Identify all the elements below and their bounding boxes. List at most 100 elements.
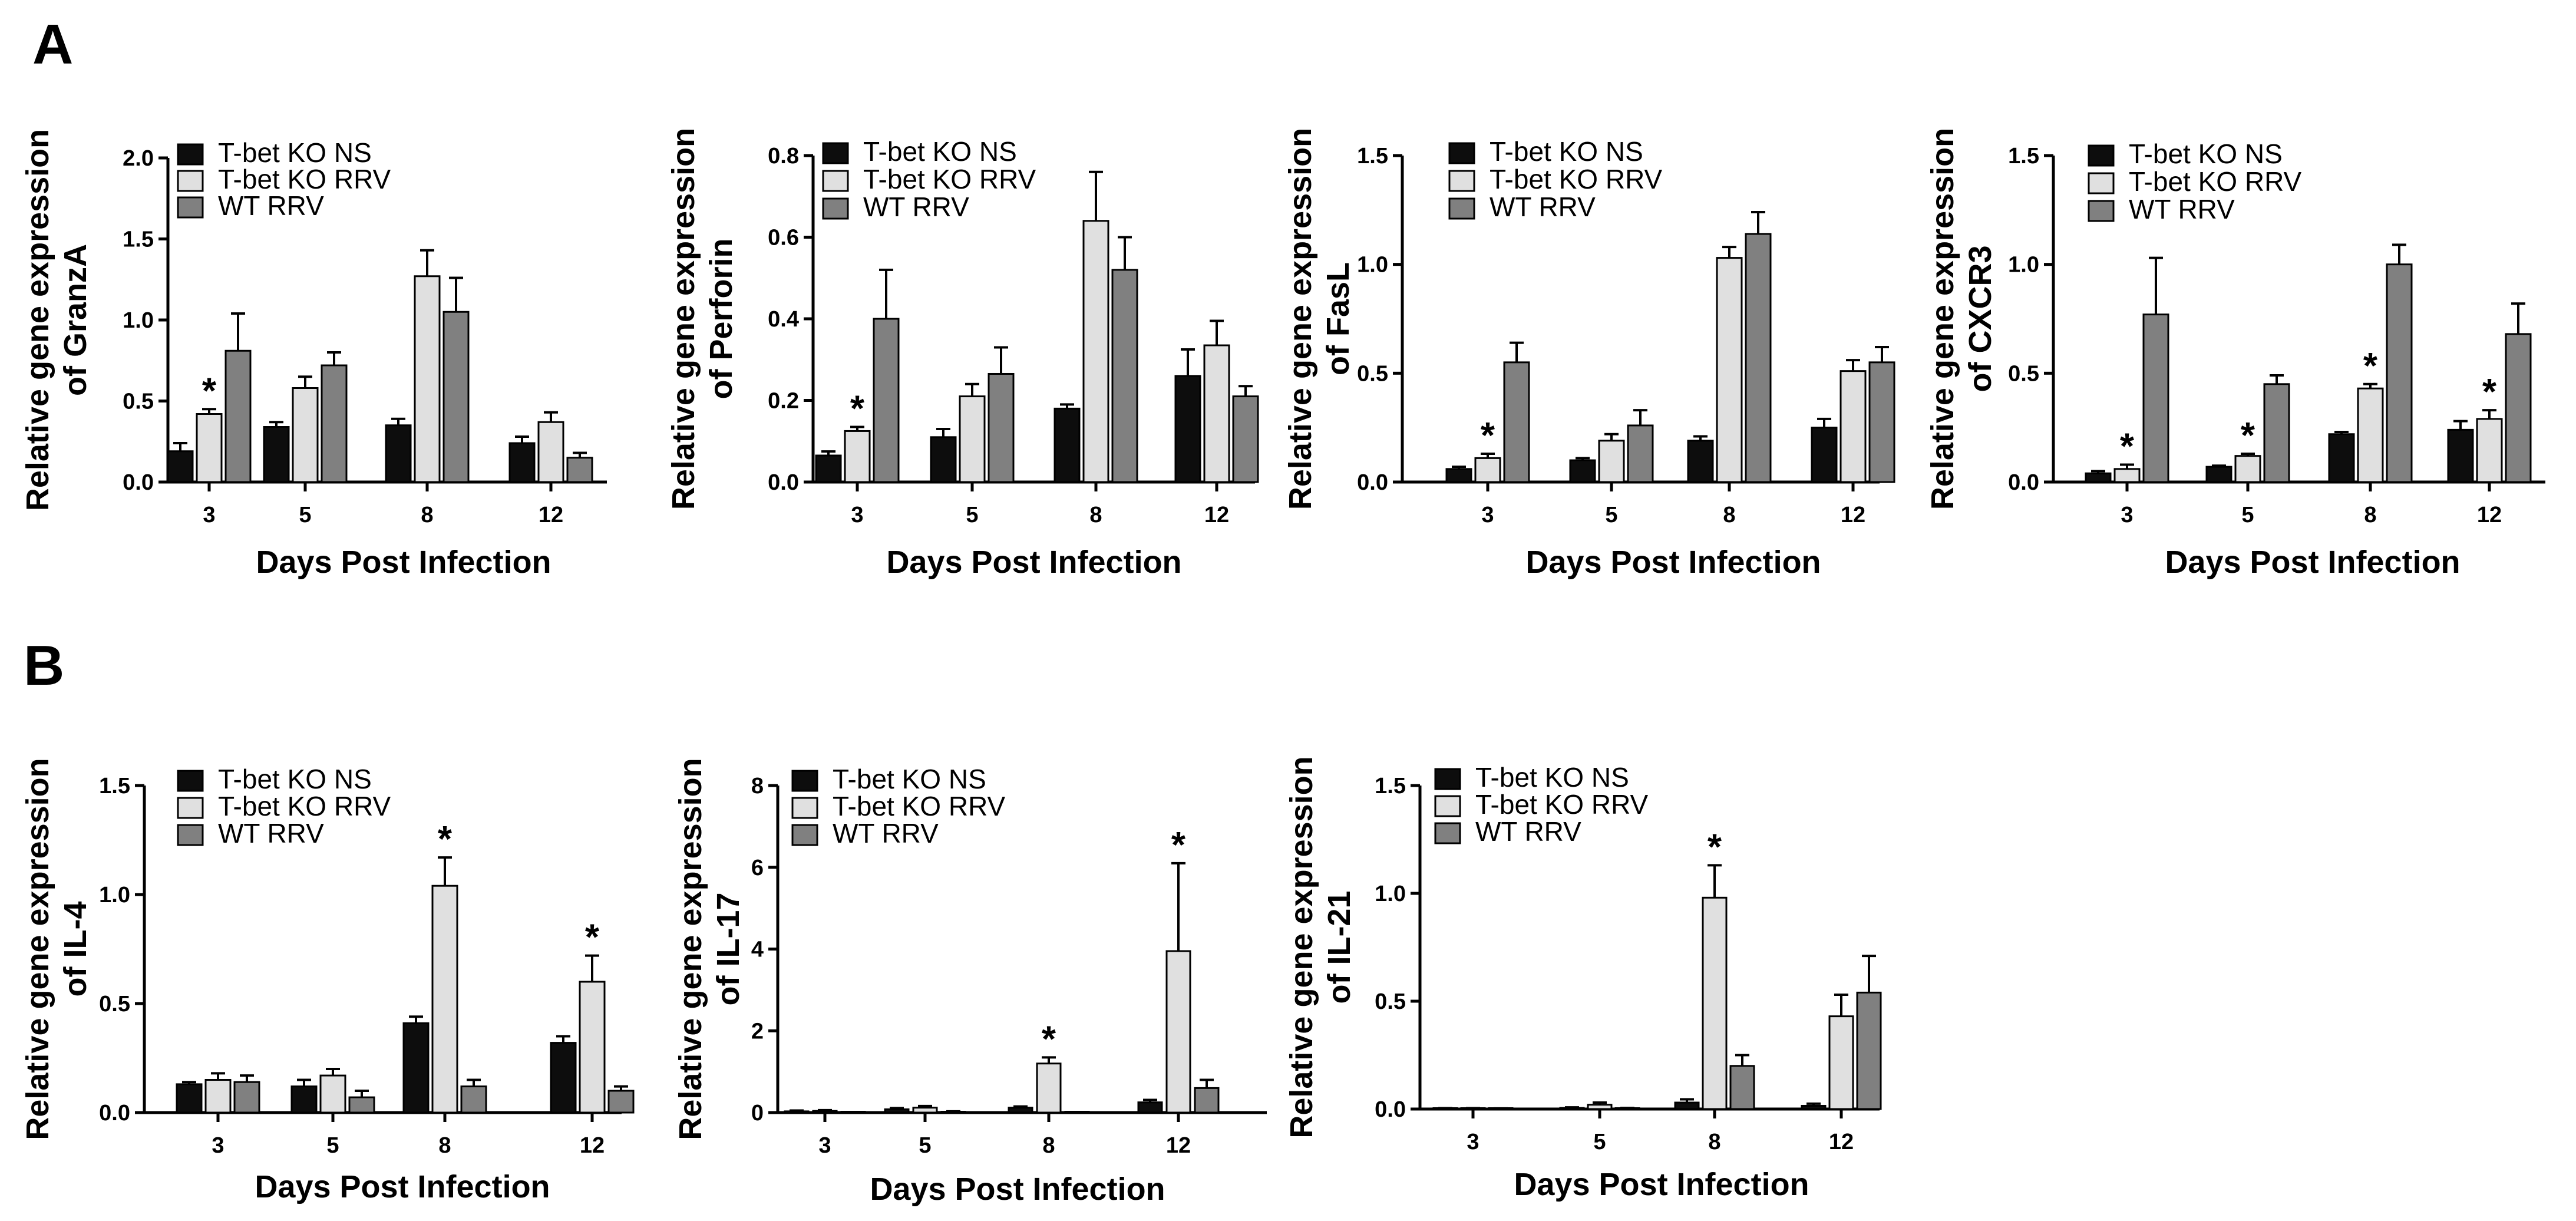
bar-t-bet-ko-ns (263, 426, 290, 483)
bar-t-bet-ko-ns (1674, 1101, 1700, 1110)
legend-swatch (177, 196, 204, 219)
x-tick-label: 8 (2364, 503, 2376, 527)
x-tick-label: 12 (580, 1133, 605, 1158)
legend-label: T-bet KO NS (218, 137, 372, 168)
bar-wt-rrv (1745, 233, 1772, 483)
y-tick-label: 0.2 (768, 389, 799, 414)
x-axis-title: Days Post Infection (1525, 544, 1821, 580)
bar-t-bet-ko-rrv (1587, 1104, 1613, 1110)
y-tick-label: 4 (751, 938, 764, 962)
bar-t-bet-ko-ns (2328, 433, 2355, 483)
bar-t-bet-ko-ns (1137, 1101, 1163, 1114)
bar-t-bet-ko-rrv (844, 430, 871, 483)
y-tick-label: 0.5 (1375, 989, 1406, 1014)
x-tick-label: 5 (1605, 503, 1617, 527)
bar-t-bet-ko-rrv (319, 1074, 346, 1114)
legend-label: T-bet KO NS (1490, 136, 1643, 167)
y-axis-title: Relative gene expression (1284, 756, 1319, 1138)
y-axis-title: Relative gene expression (1283, 128, 1318, 510)
bar-t-bet-ko-ns (1174, 375, 1201, 483)
x-tick-label: 12 (1204, 503, 1229, 527)
bar-wt-rrv (988, 372, 1015, 483)
y-axis-title-line-2: of GranzA (58, 244, 93, 396)
bar-t-bet-ko-ns (1053, 407, 1081, 483)
bar-wt-rrv (1194, 1087, 1220, 1114)
x-tick-label: 8 (1042, 1133, 1055, 1158)
legend-label: T-bet KO RRV (218, 791, 391, 821)
y-axis-title: Relative gene expression (673, 758, 708, 1140)
y-tick-label: 0.5 (2008, 361, 2039, 386)
bar-wt-rrv (1868, 361, 1895, 483)
bar-t-bet-ko-ns (2205, 466, 2232, 483)
bar-wt-rrv (348, 1096, 375, 1114)
y-axis-title-line-2: of IL-4 (58, 902, 93, 997)
legend-label: T-bet KO NS (218, 764, 372, 794)
y-tick-label: 1.5 (1357, 144, 1388, 169)
legend-label: T-bet KO RRV (863, 164, 1036, 194)
y-tick-label: 8 (751, 774, 764, 798)
bar-t-bet-ko-rrv (292, 387, 319, 483)
x-tick-label: 5 (919, 1133, 931, 1158)
legend-swatch (177, 797, 204, 819)
x-tick-label: 3 (2121, 503, 2133, 527)
bar-t-bet-ko-ns (884, 1108, 910, 1114)
bar-t-bet-ko-ns (385, 424, 412, 483)
y-axis-title: Relative gene expression (666, 128, 701, 510)
x-tick-label: 12 (539, 503, 563, 527)
legend-swatch (2088, 144, 2115, 167)
legend-label: WT RRV (1475, 816, 1581, 847)
legend-swatch (177, 824, 204, 846)
bar-wt-rrv (2142, 314, 2169, 483)
bar-t-bet-ko-rrv (1203, 344, 1230, 483)
x-tick-label: 3 (1481, 503, 1494, 527)
bar-t-bet-ko-rrv (1839, 370, 1867, 483)
x-tick-label: 5 (966, 503, 978, 527)
legend-swatch (1448, 142, 1475, 164)
y-tick-label: 1.0 (99, 883, 130, 908)
y-tick-label: 0 (751, 1101, 764, 1126)
x-axis-title: Days Post Infection (886, 544, 1181, 580)
y-axis-title-line-2: of IL-21 (1322, 890, 1357, 1004)
legend-label: WT RRV (1490, 192, 1596, 222)
bar-t-bet-ko-rrv (1036, 1062, 1062, 1114)
legend-label: T-bet KO RRV (218, 164, 391, 194)
bar-t-bet-ko-ns (930, 436, 957, 483)
x-tick-label: 8 (1089, 503, 1102, 527)
y-tick-label: 1.0 (1375, 882, 1406, 906)
bar-t-bet-ko-rrv (414, 275, 441, 483)
significance-star: * (1708, 827, 1722, 867)
significance-star: * (2363, 346, 2378, 387)
bar-t-bet-ko-rrv (1598, 440, 1625, 483)
bar-t-bet-ko-ns (290, 1085, 318, 1114)
bar-wt-rrv (873, 318, 900, 483)
bar-t-bet-ko-rrv (2476, 418, 2503, 483)
bar-t-bet-ko-rrv (1474, 457, 1501, 483)
bar-t-bet-ko-rrv (1082, 220, 1109, 483)
y-tick-label: 0.6 (768, 226, 799, 250)
y-tick-label: 1.0 (123, 308, 154, 333)
bar-wt-rrv (566, 457, 593, 483)
bar-wt-rrv (607, 1090, 635, 1114)
y-axis-title-line-2: of CXCR3 (1963, 245, 1998, 392)
bar-t-bet-ko-ns (815, 454, 842, 483)
chart-granza: 0.0 0.5 1.0 1.5 2.0 3 5 8 12 Days Post Infection R… (20, 129, 607, 580)
legend-label: T-bet KO RRV (1490, 164, 1662, 194)
y-tick-label: 0.0 (1357, 470, 1388, 495)
bar-wt-rrv (460, 1085, 487, 1114)
y-tick-label: 1.5 (2008, 144, 2039, 169)
y-tick-label: 1.5 (123, 227, 154, 252)
legend-swatch (177, 143, 204, 166)
legend-swatch (1448, 170, 1475, 192)
y-tick-label: 2.0 (123, 146, 154, 171)
x-tick-label: 12 (1829, 1130, 1854, 1154)
legend-label: WT RRV (863, 192, 969, 222)
bar-t-bet-ko-rrv (196, 413, 223, 483)
bar-t-bet-ko-rrv (959, 395, 986, 483)
y-axis-title: Relative gene expression (20, 129, 55, 511)
bar-wt-rrv (224, 349, 252, 483)
legend-label: WT RRV (218, 818, 324, 849)
legend-swatch (791, 770, 818, 792)
legend-swatch (1434, 795, 1461, 817)
bar-t-bet-ko-ns (2447, 428, 2474, 483)
y-axis-title-line-2: of FasL (1320, 262, 1356, 375)
